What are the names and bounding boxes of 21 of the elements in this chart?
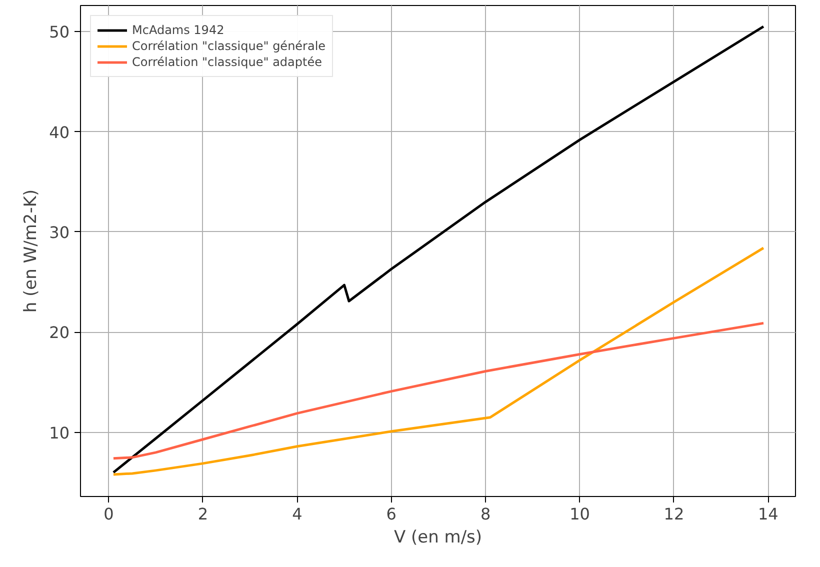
x-tick-label: 6 (386, 504, 396, 524)
x-tick-label: 0 (104, 504, 114, 524)
x-tick-label: 2 (198, 504, 208, 524)
y-axis-title: h (en W/m2-K) (21, 189, 42, 313)
line-series (112, 25, 765, 474)
line-series (112, 246, 765, 476)
x-tick-label: 4 (292, 504, 302, 524)
y-tick-label: 40 (49, 122, 70, 142)
x-tick-label: 8 (480, 504, 491, 524)
y-tick-label: 20 (49, 323, 70, 342)
line-series (112, 322, 765, 460)
x-tick-label: 10 (570, 504, 590, 524)
legend-label: McAdams 1942 (132, 22, 224, 38)
x-tick-label: 12 (664, 504, 684, 524)
legend-label: Corrélation "classique" adaptée (132, 54, 322, 70)
x-tick-label: 14 (758, 504, 778, 524)
y-tick-label: 10 (49, 423, 70, 442)
y-tick-label: 30 (49, 222, 70, 242)
x-axis-title: V (en m/s) (394, 528, 482, 548)
legend-label: Corrélation "classique" générale (132, 38, 326, 54)
y-tick-label: 50 (49, 22, 70, 42)
